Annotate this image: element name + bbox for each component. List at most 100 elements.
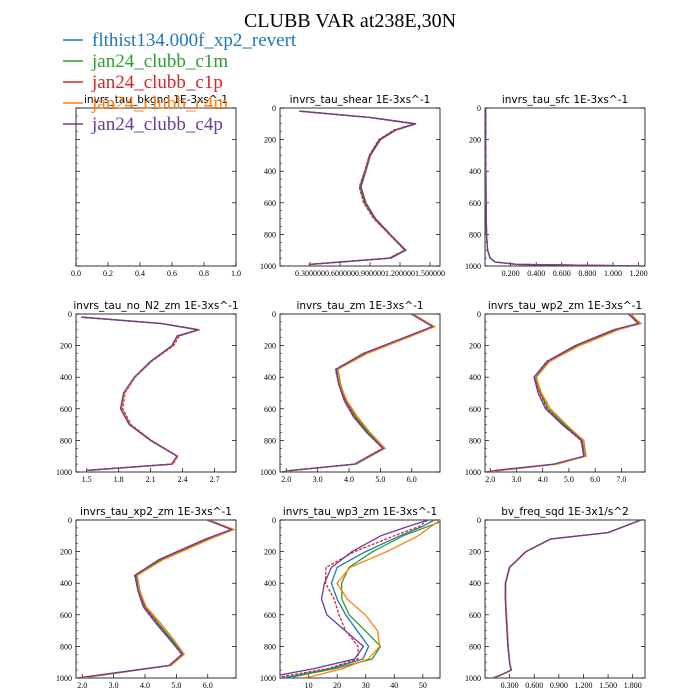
y-tick-label: 800 xyxy=(60,642,72,651)
panel-frame xyxy=(279,313,441,473)
panel-title: invrs_tau_xp2_zm 1E-3xs^-1 xyxy=(80,506,232,518)
y-tick-label: 800 xyxy=(264,230,276,239)
y-tick-label: 1000 xyxy=(260,262,276,271)
y-tick-label: 600 xyxy=(469,611,481,620)
x-tick-label: 1.8 xyxy=(114,475,124,484)
series-line-jan24_clubb_c1m xyxy=(493,520,642,678)
y-tick-label: 800 xyxy=(469,230,481,239)
panel-title: invrs_tau_bkgnd 1E-3xs^-1 xyxy=(84,94,228,106)
series-line-jan24_clubb_c4m xyxy=(493,520,642,678)
x-tick-label: 0.300000 xyxy=(295,269,325,278)
x-tick-label: 3.0 xyxy=(109,681,119,690)
x-tick-label: 2.1 xyxy=(146,475,156,484)
panel-title: invrs_tau_no_N2_zm 1E-3xs^-1 xyxy=(73,300,238,312)
y-tick-label: 1000 xyxy=(465,674,481,683)
series-line-jan24_clubb_c4p xyxy=(486,314,640,472)
x-tick-label: 0.600000 xyxy=(325,269,355,278)
x-tick-label: 2.0 xyxy=(485,475,495,484)
y-tick-label: 1000 xyxy=(260,468,276,477)
x-tick-label: 0.900 xyxy=(550,681,568,690)
series-line-flthist134.000f_xp2_revert xyxy=(282,314,436,472)
panel-frame xyxy=(279,519,441,679)
series-line-jan24_clubb_c4m xyxy=(81,520,236,678)
x-tick-label: 0.600 xyxy=(553,269,571,278)
series-line-jan24_clubb_c1p xyxy=(82,316,200,472)
series-line-jan24_clubb_c4m xyxy=(490,314,643,472)
x-tick-label: 40 xyxy=(390,681,398,690)
y-tick-label: 0 xyxy=(477,310,481,319)
y-tick-label: 800 xyxy=(264,642,276,651)
x-tick-label: 5.0 xyxy=(171,681,181,690)
panel-3: invrs_tau_no_N2_zm 1E-3xs^-10 200 400 600 80… xyxy=(56,300,239,484)
x-tick-label: 4.0 xyxy=(538,475,548,484)
x-tick-label: 1.200000 xyxy=(385,269,415,278)
x-tick-label: 1.200 xyxy=(574,681,592,690)
x-tick-label: 1.0 xyxy=(231,269,241,278)
legend-label: jan24_clubb_c4p xyxy=(91,114,223,135)
y-tick-label: 200 xyxy=(469,548,481,557)
y-tick-label: 800 xyxy=(469,436,481,445)
x-tick-label: 2.0 xyxy=(77,681,87,690)
y-tick-label: 200 xyxy=(264,548,276,557)
panel-title: invrs_tau_shear 1E-3xs^-1 xyxy=(290,94,431,106)
series-line-jan24_clubb_c1m xyxy=(81,316,200,472)
y-tick-label: 0 xyxy=(272,310,276,319)
series-line-jan24_clubb_c1m xyxy=(485,108,642,266)
y-tick-label: 1000 xyxy=(465,262,481,271)
series-line-jan24_clubb_c1p xyxy=(492,520,642,678)
y-tick-label: 0 xyxy=(272,516,276,525)
y-tick-label: 400 xyxy=(264,373,276,382)
x-tick-label: 2.0 xyxy=(281,475,291,484)
series-line-flthist134.000f_xp2_revert xyxy=(282,520,435,678)
series-line-jan24_clubb_c4p xyxy=(300,110,417,266)
x-tick-label: 6.0 xyxy=(203,681,213,690)
panel-2: invrs_tau_sfc 1E-3xs^-1 0 200 400 600 800 1000… xyxy=(465,94,648,278)
y-tick-label: 200 xyxy=(60,342,72,351)
y-tick-label: 600 xyxy=(264,199,276,208)
panel-5: invrs_tau_wp2_zm 1E-3xs^-1 0 200 400 600 800 1… xyxy=(465,300,646,484)
panel-title: invrs_tau_sfc 1E-3xs^-1 xyxy=(502,94,628,106)
y-tick-label: 600 xyxy=(60,405,72,414)
panel-frame xyxy=(484,107,646,267)
figure-title: CLUBB VAR at238E,30N xyxy=(244,10,456,32)
x-tick-label: 6.0 xyxy=(407,475,417,484)
panel-1: invrs_tau_shear 1E-3xs^-1 0 200 400 600 800 10… xyxy=(260,94,445,278)
panel-title: invrs_tau_wp3_zm 1E-3xs^-1 xyxy=(283,506,437,518)
y-tick-label: 400 xyxy=(264,579,276,588)
series-line-flthist134.000f_xp2_revert xyxy=(487,314,642,472)
panel-7: invrs_tau_wp3_zm 1E-3xs^-1 0 200 400 600 800 1… xyxy=(260,506,441,690)
y-tick-label: 0 xyxy=(477,516,481,525)
x-tick-label: 0.8 xyxy=(199,269,209,278)
y-tick-label: 600 xyxy=(60,611,72,620)
x-tick-label: 0.800 xyxy=(578,269,596,278)
panel-frame xyxy=(75,519,237,679)
series-line-flthist134.000f_xp2_revert xyxy=(81,316,199,472)
series-line-jan24_clubb_c4p xyxy=(77,520,234,678)
y-tick-label: 600 xyxy=(469,405,481,414)
y-tick-label: 200 xyxy=(60,548,72,557)
x-tick-label: 0.4 xyxy=(135,269,145,278)
x-tick-label: 4.0 xyxy=(344,475,354,484)
series-line-jan24_clubb_c1p xyxy=(282,314,435,472)
series-line-jan24_clubb_c1p xyxy=(485,108,642,266)
x-tick-label: 1.800 xyxy=(624,681,642,690)
y-tick-label: 200 xyxy=(264,136,276,145)
y-tick-label: 0 xyxy=(68,310,72,319)
series-line-flthist134.000f_xp2_revert xyxy=(485,108,642,266)
y-tick-label: 400 xyxy=(264,167,276,176)
y-tick-label: 1000 xyxy=(56,468,72,477)
y-tick-label: 800 xyxy=(60,436,72,445)
series-line-jan24_clubb_c1m xyxy=(283,314,436,472)
series-line-jan24_clubb_c1m xyxy=(291,521,440,678)
x-tick-label: 30 xyxy=(362,681,370,690)
x-tick-label: 0.600 xyxy=(525,681,543,690)
y-tick-label: 200 xyxy=(469,136,481,145)
y-tick-label: 400 xyxy=(469,167,481,176)
series-line-jan24_clubb_c1m xyxy=(488,314,642,472)
y-tick-label: 400 xyxy=(60,373,72,382)
y-tick-label: 600 xyxy=(264,611,276,620)
series-line-jan24_clubb_c1p xyxy=(486,314,641,472)
y-tick-label: 400 xyxy=(469,373,481,382)
x-tick-label: 20 xyxy=(333,681,341,690)
